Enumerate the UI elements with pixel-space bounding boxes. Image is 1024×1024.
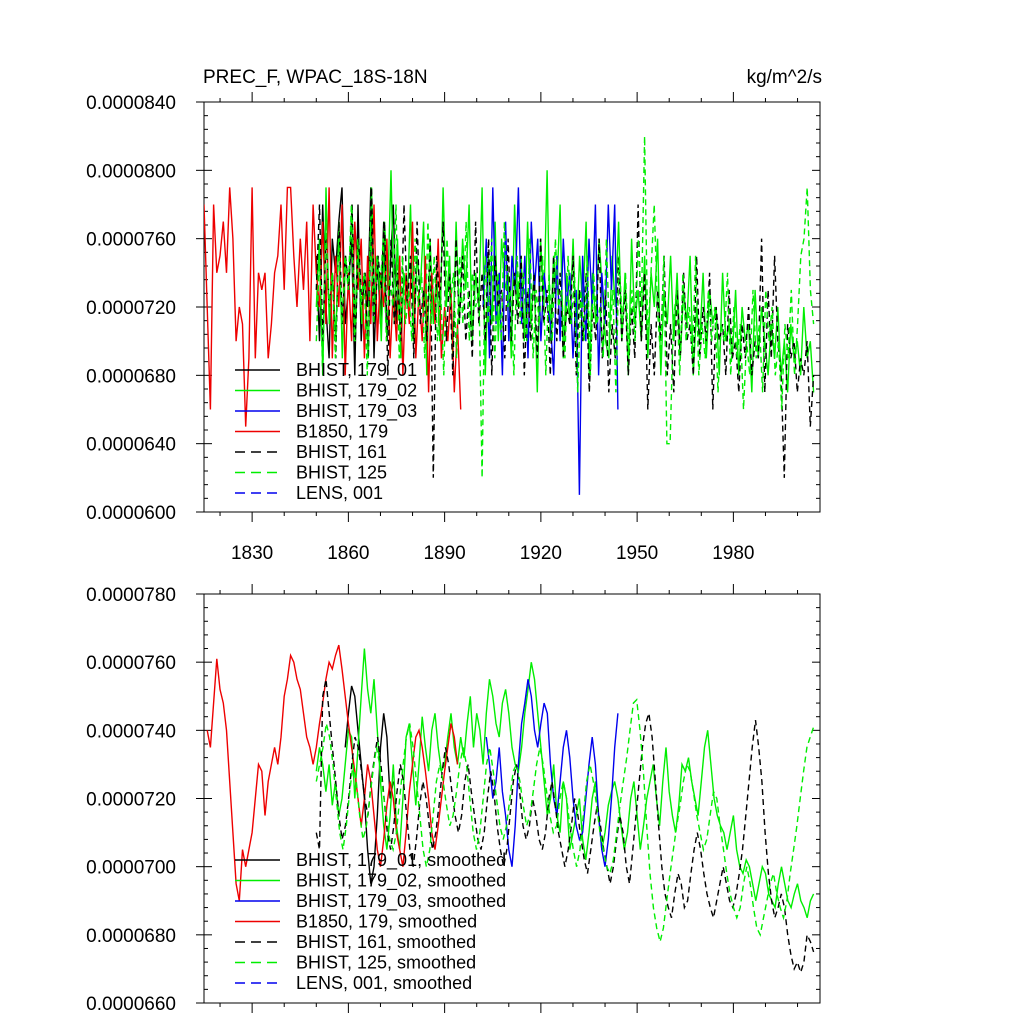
bottom-panel: 0.0000660 0.0000680 0.0000700 0.0000720 0.00…	[86, 584, 821, 1015]
y-tick-label: 0.0000640	[86, 435, 176, 456]
series-line	[206, 644, 459, 901]
legend-label: BHIST, 179_02	[296, 381, 417, 402]
series-line	[315, 187, 815, 478]
y-tick-label: 0.0000680	[86, 366, 176, 387]
y-tick-label: 0.0000760	[86, 653, 176, 674]
series-line	[315, 136, 815, 478]
units-label: kg/m^2/s	[747, 67, 822, 88]
y-tick-label: 0.0000600	[86, 503, 176, 524]
legend-label: BHIST, 179_02, smoothed	[296, 871, 506, 892]
top-panel: 0.0000600 0.0000640 0.0000680 0.0000720 0.00…	[86, 92, 821, 564]
legend-label: BHIST, 161	[296, 442, 387, 462]
y-tick-label: 0.0000780	[86, 585, 176, 606]
x-tick-label: 1980	[712, 543, 754, 564]
series-group	[204, 136, 815, 495]
x-tick-label: 1920	[520, 543, 562, 564]
legend-label: B1850, 179	[296, 422, 388, 442]
legend-label: BHIST, 179_01	[296, 360, 417, 381]
series-line	[204, 186, 462, 427]
x-tick-label: 1950	[616, 543, 658, 564]
y-tick-label: 0.0000680	[86, 926, 176, 947]
y-tick-label: 0.0000800	[86, 161, 176, 182]
series-line	[482, 187, 619, 495]
legend-label: B1850, 179, smoothed	[296, 912, 477, 932]
legend-label: BHIST, 125, smoothed	[296, 953, 476, 973]
y-tick-label: 0.0000740	[86, 721, 176, 742]
legend-label: BHIST, 179_03, smoothed	[296, 891, 506, 912]
y-tick-label: 0.0000760	[86, 230, 176, 251]
y-tick-label: 0.0000720	[86, 790, 176, 811]
series-line	[315, 679, 815, 975]
chart-title: PREC_F, WPAC_18S-18N	[203, 67, 428, 88]
y-tick-label: 0.0000660	[86, 994, 176, 1015]
series-line	[315, 170, 815, 393]
x-tick-label: 1860	[327, 543, 369, 564]
series-line	[315, 698, 815, 942]
legend-label: LENS, 001	[296, 483, 383, 503]
series-group	[206, 644, 815, 975]
legend-label: BHIST, 125	[296, 463, 387, 483]
y-tick-label: 0.0000700	[86, 858, 176, 879]
y-tick-label: 0.0000720	[86, 298, 176, 319]
series-line	[344, 685, 394, 884]
series-line	[485, 679, 619, 867]
legend-label: BHIST, 179_03	[296, 401, 417, 422]
legend-label: BHIST, 179_01, smoothed	[296, 850, 506, 871]
x-tick-label: 1830	[231, 543, 273, 564]
legend-label: BHIST, 161, smoothed	[296, 932, 476, 952]
y-tick-label: 0.0000840	[86, 93, 176, 114]
x-tick-label: 1890	[423, 543, 465, 564]
legend-label: LENS, 001, smoothed	[296, 973, 472, 993]
